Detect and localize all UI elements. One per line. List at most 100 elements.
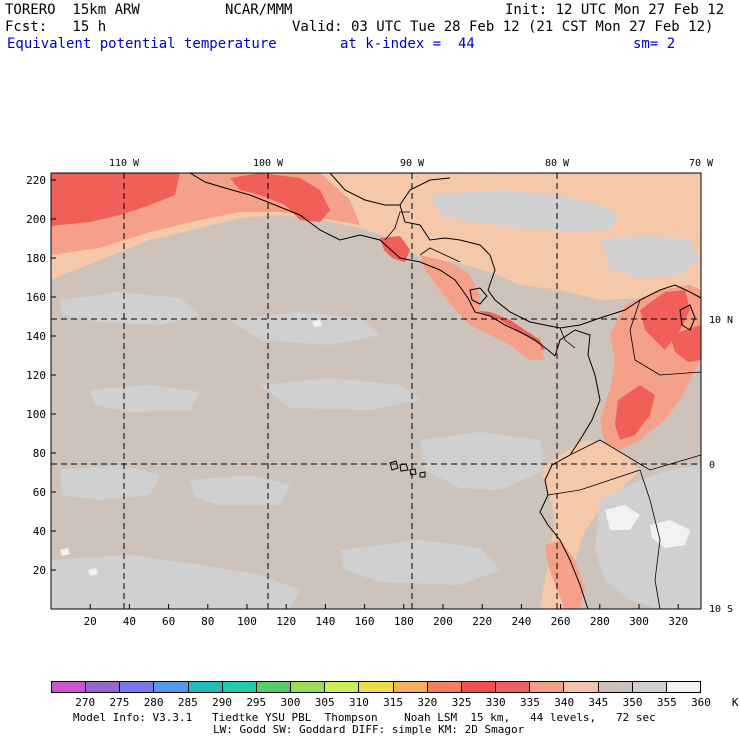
galapagos-island-3	[409, 468, 417, 476]
border-colombia-venezuela	[629, 299, 702, 376]
lon-label-90w: 90 W	[400, 158, 425, 169]
bottom-tick-label: 100	[237, 615, 257, 628]
lon-label-110w: 110 W	[109, 158, 140, 169]
legend-label: 360	[691, 696, 711, 709]
gray-ocean-3	[90, 385, 200, 412]
model-name: TORERO 15km ARW	[5, 2, 140, 18]
left-tick-label: 100	[26, 408, 46, 421]
gray-ocean-7	[190, 475, 290, 505]
coastline-north-sa	[599, 284, 702, 319]
bottom-tick-label: 160	[355, 615, 375, 628]
left-tick-label: 140	[26, 330, 46, 343]
border-mexico-guatemala	[384, 211, 410, 241]
legend-swatch	[598, 682, 633, 692]
legend-swatch	[120, 682, 155, 692]
legend-label: 290	[212, 696, 232, 709]
left-tick-label: 80	[33, 447, 46, 460]
model-info: Model Info: V3.3.1 Tiedtke YSU PBL Thomp…	[73, 711, 656, 724]
lake-nicaragua	[469, 287, 488, 305]
light-speck-1	[312, 320, 322, 327]
left-tick-label: 40	[33, 525, 46, 538]
legend-label: 305	[314, 696, 335, 709]
graticule	[51, 173, 701, 609]
bottom-tick-label: 40	[123, 615, 136, 628]
galapagos-island-4	[419, 471, 426, 478]
legend-label: 330	[485, 696, 506, 709]
color-legend	[51, 681, 701, 693]
legend-swatch	[461, 682, 497, 692]
valid-time: Valid: 03 UTC Tue 28 Feb 12 (21 CST Mon …	[292, 19, 714, 35]
gray-region-amazon	[595, 465, 701, 609]
light-speck-2	[60, 548, 70, 556]
red-region-venezuela	[670, 325, 701, 362]
bottom-tick-label: 260	[551, 615, 571, 628]
legend-label: 270	[75, 696, 96, 709]
legend-swatch	[632, 682, 667, 692]
left-tick-label: 20	[33, 564, 46, 577]
gray-ocean-1	[60, 292, 200, 325]
bottom-tick-label: 220	[472, 615, 492, 628]
red-blob-nw	[51, 173, 180, 226]
legend-swatch	[325, 682, 360, 692]
top-longitude-labels: 110 W 100 W 90 W 80 W 70 W	[109, 158, 714, 169]
legend-swatch	[291, 682, 326, 692]
legend-swatch	[530, 682, 565, 692]
bottom-tick-label: 200	[433, 615, 453, 628]
gray-ocean-8	[51, 555, 300, 609]
left-tick-label: 60	[33, 486, 46, 499]
bottom-tick-label: 20	[84, 615, 97, 628]
bottom-tick-label: 120	[276, 615, 296, 628]
border-central-america	[419, 247, 461, 263]
border-colombia-ecuador	[569, 439, 702, 471]
lat-label-10s: 10 S	[709, 604, 733, 615]
red-blob-guatemala	[380, 236, 410, 262]
legend-swatch	[154, 682, 189, 692]
legend-swatch	[666, 682, 700, 692]
bottom-tick-label: 320	[668, 615, 688, 628]
legend-swatch	[188, 682, 223, 692]
legend-label: 345	[588, 696, 609, 709]
legend-swatch	[256, 682, 292, 692]
right-latitude-labels: 10 N 0 10 S	[709, 315, 733, 615]
coastline-yucatan	[399, 177, 451, 206]
red-region-colombia	[640, 290, 690, 350]
lake-maracaibo	[679, 304, 696, 331]
red-blob-mexico	[230, 173, 330, 222]
left-tick-label: 120	[26, 369, 46, 382]
border-panama-colombia	[559, 327, 576, 349]
legend-swatch	[496, 682, 531, 692]
left-tick-label: 180	[26, 252, 46, 265]
legend-label: 275	[109, 696, 130, 709]
coastline-caribbean	[329, 172, 601, 329]
legend-labels: 270 275 280 285 290 295 300 305 310 315 320 325 330 3…	[51, 696, 738, 709]
forecast-hour: Fcst: 15 h	[5, 19, 107, 35]
border-ecuador-peru	[547, 469, 641, 496]
border-peru-brazil	[639, 469, 661, 610]
bottom-tick-label: 60	[162, 615, 175, 628]
salmon-band-central-america	[420, 255, 545, 360]
light-speck-3	[88, 568, 98, 576]
legend-swatch	[52, 682, 87, 692]
physics-info: LW: Godd SW: Goddard DIFF: simple KM: 2D…	[213, 723, 525, 736]
legend-label: 295	[246, 696, 267, 709]
left-tick-label: 200	[26, 213, 46, 226]
legend-label: 320	[417, 696, 438, 709]
legend-label: 340	[554, 696, 575, 709]
legend-label: 285	[177, 696, 198, 709]
gray-patch-nw	[430, 190, 620, 232]
legend-label: 280	[143, 696, 164, 709]
legend-label: 315	[383, 696, 404, 709]
left-axis: 220 200 180 160 140 120 100 80 60 40 20	[26, 174, 56, 577]
k-index: at k-index = 44	[340, 36, 475, 52]
legend-label: K	[731, 696, 739, 709]
legend-label: 325	[451, 696, 472, 709]
legend-swatch	[564, 682, 599, 692]
red-region-andes	[615, 385, 655, 440]
coastline-mexico-central-america	[189, 172, 556, 357]
legend-label: 335	[520, 696, 540, 709]
legend-swatch	[427, 682, 462, 692]
salmon-strip-peru	[545, 540, 585, 609]
theta-e-field	[51, 173, 701, 609]
lon-label-70w: 70 W	[689, 158, 714, 169]
left-tick-label: 220	[26, 174, 46, 187]
